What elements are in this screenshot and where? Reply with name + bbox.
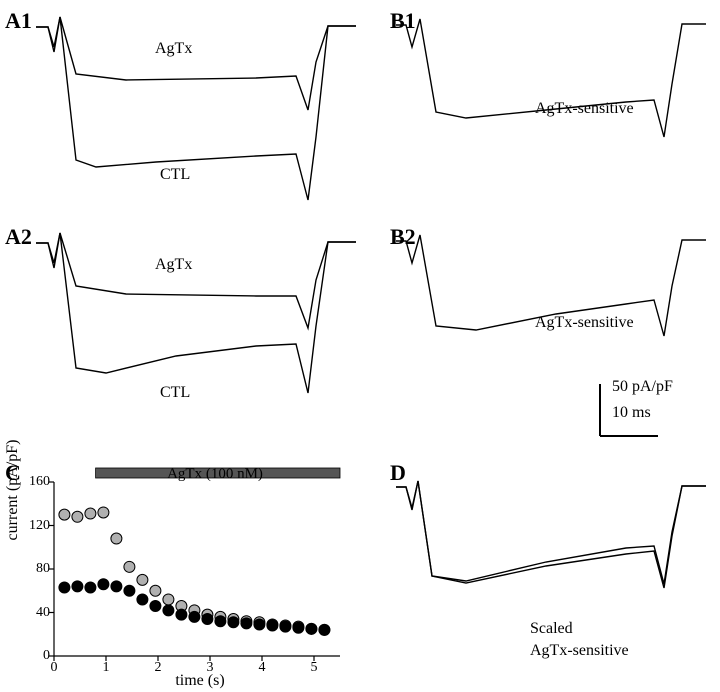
panel-c-ylabel: current (pA/pF) — [4, 410, 22, 570]
xtick-label: 2 — [148, 660, 168, 676]
black-series-point — [293, 622, 304, 633]
gray-series-point — [98, 507, 109, 518]
gray-series-point — [137, 574, 148, 585]
xtick-label: 4 — [252, 660, 272, 676]
black-series-point — [176, 609, 187, 620]
black-series-point — [306, 623, 317, 634]
scalebar-v-label: 50 pA/pF — [612, 378, 673, 396]
black-series-point — [59, 582, 70, 593]
black-series-point — [202, 614, 213, 625]
black-series-point — [254, 619, 265, 630]
gray-series-point — [111, 533, 122, 544]
ytick-label: 120 — [20, 518, 50, 534]
xtick-label: 1 — [96, 660, 116, 676]
black-series-point — [72, 581, 83, 592]
black-series-point — [163, 605, 174, 616]
gray-series-point — [72, 511, 83, 522]
drugbar-label: AgTx (100 nM) — [150, 466, 280, 483]
timecourse-chart — [0, 0, 720, 692]
figure-root: { "panels": { "A1": {"label": "A1", "x":… — [0, 0, 720, 692]
black-series-point — [98, 579, 109, 590]
ytick-label: 160 — [20, 474, 50, 490]
xtick-label: 5 — [304, 660, 324, 676]
black-series-point — [267, 620, 278, 631]
ytick-label: 80 — [20, 561, 50, 577]
black-series-point — [189, 611, 200, 622]
gray-series-point — [150, 585, 161, 596]
ytick-label: 40 — [20, 605, 50, 621]
ytick-label: 0 — [20, 648, 50, 664]
black-series-point — [241, 618, 252, 629]
xtick-label: 3 — [200, 660, 220, 676]
black-series-point — [228, 617, 239, 628]
gray-series-point — [85, 508, 96, 519]
black-series-point — [280, 621, 291, 632]
black-series-point — [111, 581, 122, 592]
black-series-point — [150, 600, 161, 611]
gray-series-point — [59, 509, 70, 520]
gray-series-point — [124, 561, 135, 572]
gray-series-point — [163, 594, 174, 605]
scalebar-h-label: 10 ms — [612, 404, 651, 422]
black-series-point — [137, 594, 148, 605]
black-series-point — [85, 582, 96, 593]
black-series-point — [215, 616, 226, 627]
black-series-point — [124, 585, 135, 596]
black-series-point — [319, 624, 330, 635]
